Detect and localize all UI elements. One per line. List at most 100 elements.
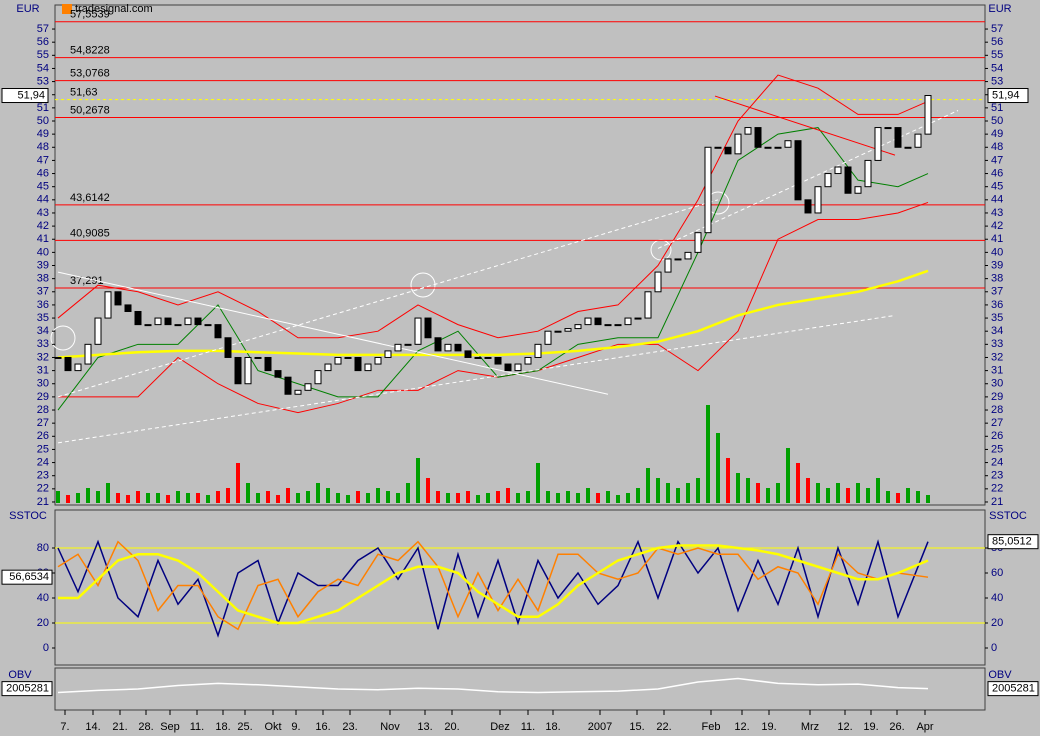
y-tick-label: 29: [37, 391, 49, 403]
volume-bar: [906, 488, 910, 503]
volume-bar: [666, 483, 670, 503]
volume-bar: [566, 491, 570, 503]
y-tick-label: 35: [37, 312, 49, 324]
candle: [134, 310, 142, 326]
volume-bar: [306, 491, 310, 503]
x-tick-label: Okt: [264, 721, 281, 733]
candle: [404, 343, 412, 346]
y-tick-label: 47: [37, 154, 49, 166]
y-tick-label: 34: [37, 325, 49, 337]
candle: [264, 356, 272, 372]
trend-line: [714, 95, 896, 156]
candle: [584, 317, 592, 326]
volume-bar: [276, 495, 280, 503]
volume-bar: [586, 488, 590, 503]
volume-bar: [486, 493, 490, 503]
volume-bar: [116, 493, 120, 503]
candle: [294, 389, 302, 395]
candle: [204, 324, 212, 327]
candle: [444, 343, 452, 352]
x-tick-label: 12.: [734, 721, 749, 733]
trend-line: [57, 314, 896, 444]
volume-bar: [76, 493, 80, 503]
y-tick-label: 36: [991, 299, 1003, 311]
y-tick-label: 0: [43, 642, 49, 654]
candle: [894, 127, 902, 148]
candle: [384, 350, 392, 358]
volume-bar: [66, 495, 70, 503]
candle: [374, 356, 382, 365]
volume-bar: [806, 478, 810, 503]
volume-bar: [366, 493, 370, 503]
x-tick-label: 16.: [315, 721, 330, 733]
x-tick-label: 7.: [60, 721, 69, 733]
level-label: 40,9085: [70, 227, 110, 239]
volume-bar: [726, 458, 730, 503]
y-tick-label: 20: [991, 617, 1003, 629]
candle: [324, 363, 332, 372]
level-label: 57,5539: [70, 9, 110, 21]
candle: [484, 356, 492, 359]
x-tick-label: 13.: [417, 721, 432, 733]
x-tick-label: Dez: [490, 721, 510, 733]
volume-bar: [246, 483, 250, 503]
stoch-panel: [54, 509, 986, 666]
candle: [64, 356, 72, 372]
y-tick-label: 30: [37, 378, 49, 390]
candle: [574, 324, 582, 330]
volume-bar: [606, 491, 610, 503]
volume-bar: [146, 493, 150, 503]
candle: [854, 186, 862, 194]
y-tick-label: 24: [37, 456, 49, 468]
y-tick-label: 35: [991, 312, 1003, 324]
x-tick-label: 28.: [138, 721, 153, 733]
current-label: 56,6534: [9, 571, 49, 583]
candle: [824, 173, 832, 188]
price-axis-title: EUR: [16, 3, 39, 15]
volume-bar: [656, 478, 660, 503]
volume-bar: [756, 483, 760, 503]
volume-bar: [896, 493, 900, 503]
y-tick-label: 32: [37, 351, 49, 363]
y-tick-label: 24: [991, 456, 1003, 468]
trend-line: [57, 271, 609, 395]
volume-bar: [626, 493, 630, 503]
y-tick-label: 37: [991, 286, 1003, 298]
volume-bar: [696, 478, 700, 503]
y-tick-label: 31: [37, 365, 49, 377]
x-tick-label: 12.: [837, 721, 852, 733]
y-tick-label: 55: [991, 49, 1003, 61]
level-label: 51,63: [70, 86, 98, 98]
volume-bar: [826, 488, 830, 503]
candle: [234, 356, 242, 385]
candle: [734, 133, 742, 155]
volume-bar: [446, 493, 450, 503]
candle: [464, 350, 472, 358]
volume-bar: [616, 495, 620, 503]
series-line: [57, 539, 929, 638]
candle: [874, 127, 882, 161]
y-tick-label: 29: [991, 391, 1003, 403]
y-tick-label: 25: [991, 443, 1003, 455]
candle: [154, 317, 162, 326]
volume-bar: [866, 488, 870, 503]
series-line: [57, 677, 929, 694]
volume-bar: [516, 493, 520, 503]
current-box: [987, 534, 1039, 550]
candle: [54, 356, 62, 359]
candle: [564, 328, 572, 332]
volume-bar: [166, 495, 170, 503]
y-tick-label: 36: [37, 299, 49, 311]
volume-bar: [776, 483, 780, 503]
volume-bar: [226, 488, 230, 503]
volume-bar: [636, 488, 640, 503]
current-box: [1, 569, 53, 585]
y-tick-label: 56: [991, 36, 1003, 48]
y-tick-label: 32: [991, 351, 1003, 363]
trend-line: [57, 199, 719, 398]
x-tick-label: 18.: [215, 721, 230, 733]
volume-bar: [576, 493, 580, 503]
y-tick-label: 25: [37, 443, 49, 455]
x-tick-label: 20.: [444, 721, 459, 733]
candle: [724, 146, 732, 155]
